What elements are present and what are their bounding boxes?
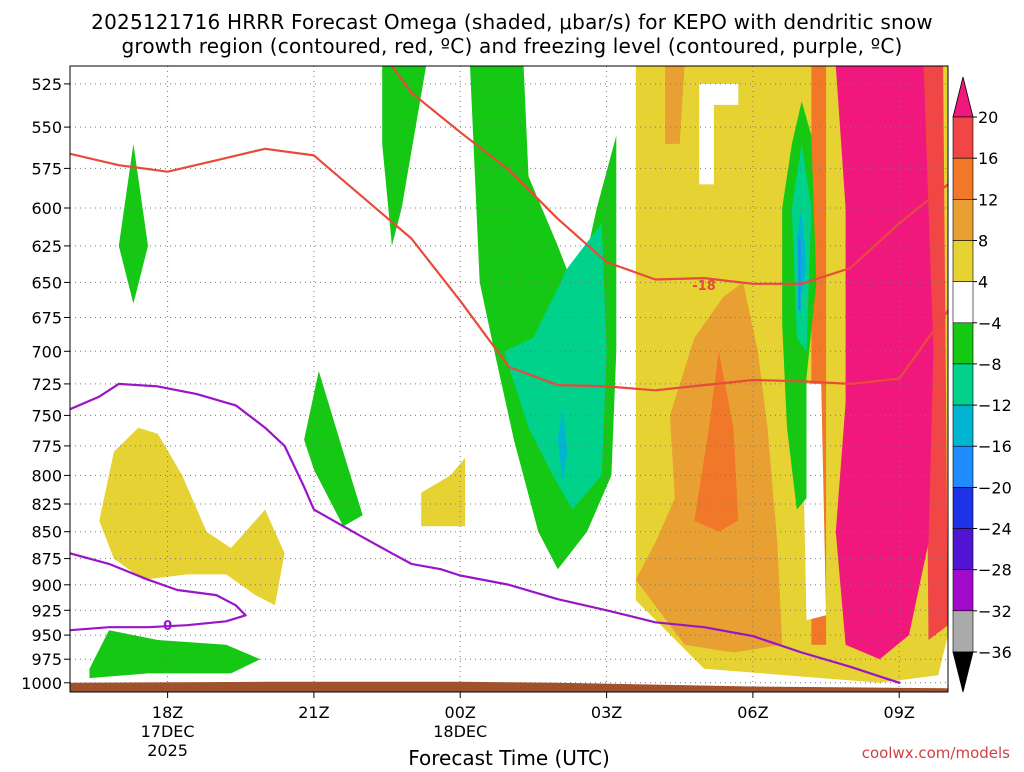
colorbar-label-11: −28: [978, 561, 1012, 580]
source-credit: coolwx.com/models: [862, 744, 1010, 762]
x-tick-label-5-0: 09Z: [884, 703, 915, 722]
x-axis-label: Forecast Time (UTC): [408, 746, 610, 768]
colorbar-label-1: 16: [978, 149, 998, 168]
colorbar-label-10: −24: [978, 520, 1012, 539]
y-tick-label-12: 825: [31, 495, 62, 514]
omega-region-21: [798, 238, 801, 311]
omega-region-17: [504, 223, 607, 510]
chart-title-line-1: 2025121716 HRRR Forecast Omega (shaded, …: [91, 10, 933, 34]
omega-colorbar: 20 16 12 8 4 −4 −8 −12 −16 −20 −24 −28 −32 −36: [952, 76, 1012, 693]
omega-region-9: [699, 83, 739, 185]
y-tick-label-7: 700: [31, 342, 62, 361]
colorbar-segment-0: [952, 116, 974, 159]
colorbar-segment-6: [952, 363, 974, 406]
dgz-contour-line-0: [70, 147, 948, 392]
omega-region-7: [923, 66, 948, 640]
colorbar-segment-12: [952, 610, 974, 653]
freezing-contour-line-1: [70, 552, 247, 632]
omega-shaded-regions: [89, 66, 948, 683]
x-tick-label-2-0: 00Z: [445, 703, 476, 722]
colorbar-segment-4: [952, 281, 974, 324]
omega-region-12: [89, 630, 261, 679]
colorbar-label-8: −16: [978, 437, 1012, 456]
colorbar-segment-1: [952, 157, 974, 200]
y-tick-label-9: 750: [31, 406, 62, 425]
x-tick-label-0-2: 2025: [147, 741, 188, 760]
colorbar-segment-7: [952, 404, 974, 447]
x-tick-label-2-1: 18DEC: [433, 722, 487, 741]
omega-region-19: [557, 409, 568, 482]
y-tick-label-8: 725: [31, 375, 62, 394]
colorbar-segment-11: [952, 569, 974, 612]
colorbar-segment-5: [952, 322, 974, 365]
plot-frame: [69, 65, 949, 693]
y-tick-label-15: 900: [31, 576, 62, 595]
terrain-area: [70, 681, 948, 692]
y-tick-label-13: 850: [31, 523, 62, 542]
omega-region-1: [99, 427, 285, 606]
y-tick-label-19: 1000: [21, 674, 62, 693]
pressure-axis: 525 550 575 600 625 650 675 700 725 750 775 800 825 8…: [21, 75, 70, 693]
colorbar-label-9: −20: [978, 478, 1012, 497]
omega-region-20: [796, 208, 807, 297]
colorbar-label-13: −36: [978, 643, 1012, 662]
y-tick-label-10: 775: [31, 437, 62, 456]
y-tick-label-2: 575: [31, 159, 62, 178]
colorbar-segment-8: [952, 445, 974, 488]
colorbar-segment-3: [952, 240, 974, 283]
x-tick-label-4-0: 06Z: [737, 703, 768, 722]
y-tick-label-16: 925: [31, 601, 62, 620]
y-tick-label-0: 525: [31, 75, 62, 94]
y-tick-label-11: 800: [31, 466, 62, 485]
plot-contours: -180: [70, 66, 948, 684]
omega-region-5: [694, 351, 739, 532]
colorbar-label-5: −4: [978, 314, 1002, 333]
y-tick-label-6: 675: [31, 309, 62, 328]
colorbar-segment-2: [952, 199, 974, 241]
x-tick-label-3-0: 03Z: [591, 703, 622, 722]
colorbar-segment-10: [952, 528, 974, 571]
colorbar-label-2: 12: [978, 190, 998, 209]
y-tick-label-5: 650: [31, 273, 62, 292]
omega-region-2: [421, 457, 466, 527]
omega-region-4: [665, 66, 685, 144]
colorbar-label-3: 8: [978, 232, 988, 251]
omega-region-14: [382, 66, 427, 246]
freezing-contour-line-0: [70, 382, 901, 684]
y-tick-label-4: 625: [31, 237, 62, 256]
colorbar-label-0: 20: [978, 108, 998, 127]
y-tick-label-14: 875: [31, 550, 62, 569]
colorbar-label-12: −32: [978, 602, 1012, 621]
y-tick-label-3: 600: [31, 199, 62, 218]
omega-region-13: [304, 371, 363, 527]
omega-region-10: [801, 383, 827, 621]
dgz-contour-line-1: [390, 66, 948, 285]
omega-region-8: [835, 66, 934, 660]
colorbar-bottom-triangle: [952, 651, 974, 693]
colorbar-label-6: −8: [978, 355, 1002, 374]
x-tick-label-0-0: 18Z: [152, 703, 183, 722]
x-tick-label-0-1: 17DEC: [141, 722, 195, 741]
terrain-polygon: [70, 681, 948, 692]
x-tick-label-1-0: 21Z: [298, 703, 329, 722]
colorbar-segment-9: [952, 487, 974, 529]
omega-region-11: [118, 143, 148, 304]
chart-title-line-2: growth region (contoured, red, ºC) and f…: [121, 34, 902, 58]
colorbar-label-4: 4: [978, 273, 988, 292]
y-tick-label-17: 950: [31, 626, 62, 645]
colorbar-label-7: −12: [978, 396, 1012, 415]
y-tick-label-1: 550: [31, 118, 62, 137]
dgz-contour-label-0: -18: [692, 279, 716, 294]
y-tick-label-18: 975: [31, 650, 62, 669]
